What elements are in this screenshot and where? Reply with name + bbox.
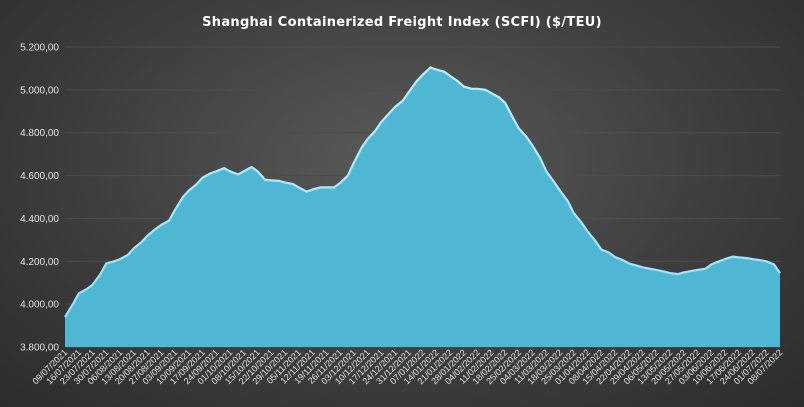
y-tick-label: 4.400,00	[20, 214, 59, 225]
y-tick-label: 4.800,00	[20, 128, 59, 139]
series-line	[64, 66, 781, 318]
y-tick-label: 5.000,00	[20, 85, 59, 96]
y-tick-label: 4.600,00	[20, 171, 59, 182]
series-area	[65, 67, 780, 348]
y-tick-label: 3.800,00	[20, 343, 59, 354]
x-axis: 09/07/202116/07/202123/07/202130/07/2021…	[30, 347, 784, 386]
y-tick-label: 4.200,00	[20, 257, 59, 268]
plot-area	[64, 66, 781, 348]
chart-title: Shanghai Containerized Freight Index (SC…	[202, 15, 602, 30]
y-axis: 3.800,00 4.000,00 4.200,00 4.400,00 4.600,00…	[20, 43, 59, 354]
y-tick-label: 5.200,00	[20, 43, 59, 54]
y-tick-label: 4.000,00	[20, 300, 59, 311]
